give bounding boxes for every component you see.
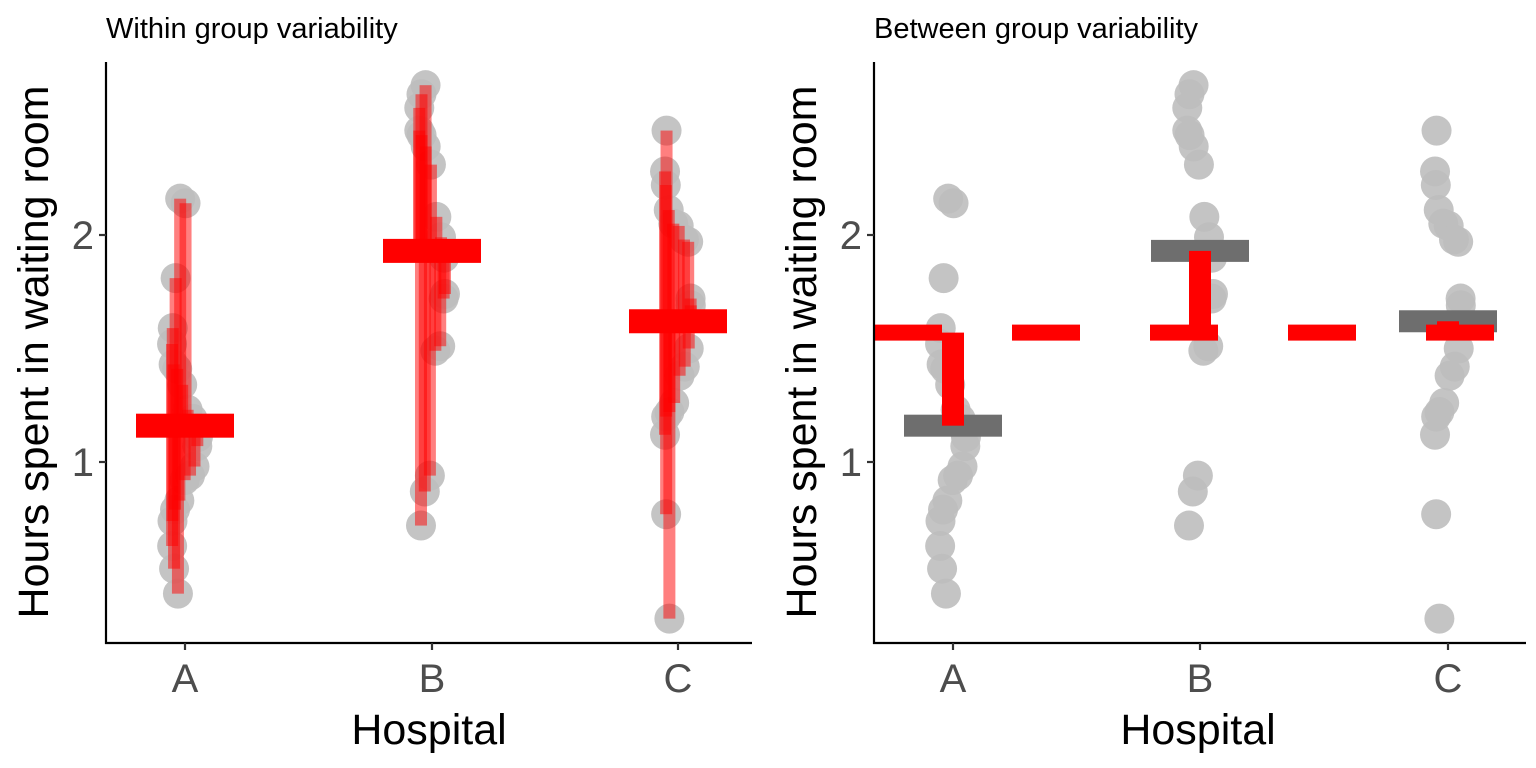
y-tick-label: 2 bbox=[72, 214, 94, 258]
plot-marks bbox=[874, 70, 1497, 634]
data-point bbox=[930, 578, 961, 609]
y-tick-label: 2 bbox=[840, 214, 862, 258]
residual-bar bbox=[171, 425, 184, 594]
y-axis-title: Hours spent in waiting room bbox=[10, 86, 58, 619]
x-ticks: A B C bbox=[940, 643, 1463, 701]
x-tick-label: B bbox=[1187, 657, 1214, 701]
y-tick-label: 1 bbox=[72, 441, 94, 485]
data-point bbox=[1434, 360, 1465, 391]
y-tick-label: 1 bbox=[840, 441, 862, 485]
grand-mean-dash bbox=[1288, 324, 1356, 341]
between-residual-bar bbox=[942, 332, 964, 426]
between-residual-bar bbox=[1189, 250, 1211, 333]
panel-title: Within group variability bbox=[106, 13, 398, 45]
grand-mean-dash bbox=[874, 324, 942, 341]
data-point bbox=[1421, 499, 1452, 530]
y-ticks: 12 bbox=[840, 214, 874, 485]
x-tick-label: A bbox=[940, 657, 967, 701]
data-point bbox=[1188, 335, 1219, 366]
data-point bbox=[1421, 115, 1452, 146]
data-point bbox=[1172, 92, 1203, 123]
x-tick-label: A bbox=[172, 657, 199, 701]
x-axis-title: Hospital bbox=[1120, 706, 1275, 754]
x-ticks: A B C bbox=[172, 643, 693, 701]
data-point bbox=[928, 263, 959, 294]
between-residual-bar bbox=[1437, 321, 1459, 333]
residual-bar bbox=[663, 321, 676, 619]
y-ticks: 12 bbox=[72, 214, 106, 485]
grand-mean-dash bbox=[1426, 324, 1494, 341]
data-point bbox=[1177, 476, 1208, 507]
y-axis-title: Hours spent in waiting room bbox=[778, 86, 826, 619]
data-point bbox=[925, 506, 956, 537]
x-tick-label: C bbox=[664, 657, 693, 701]
residual-bar bbox=[414, 250, 427, 526]
data-point bbox=[1424, 603, 1455, 634]
group-mean-bar bbox=[629, 309, 727, 334]
grand-mean-dash bbox=[1012, 324, 1080, 341]
data-point bbox=[1173, 510, 1204, 541]
panel-title: Between group variability bbox=[874, 13, 1199, 45]
data-point bbox=[1420, 419, 1450, 450]
data-point bbox=[933, 183, 964, 214]
data-point bbox=[1420, 170, 1451, 201]
group-mean-bar bbox=[136, 413, 234, 438]
data-point bbox=[925, 530, 956, 561]
x-axis-title: Hospital bbox=[351, 706, 506, 754]
group-mean-bar bbox=[383, 238, 481, 263]
x-tick-label: C bbox=[1434, 657, 1463, 701]
x-tick-label: B bbox=[419, 657, 446, 701]
plot-marks bbox=[136, 70, 727, 634]
data-point bbox=[927, 553, 958, 584]
data-point bbox=[1183, 149, 1214, 180]
data-point bbox=[1443, 226, 1474, 257]
